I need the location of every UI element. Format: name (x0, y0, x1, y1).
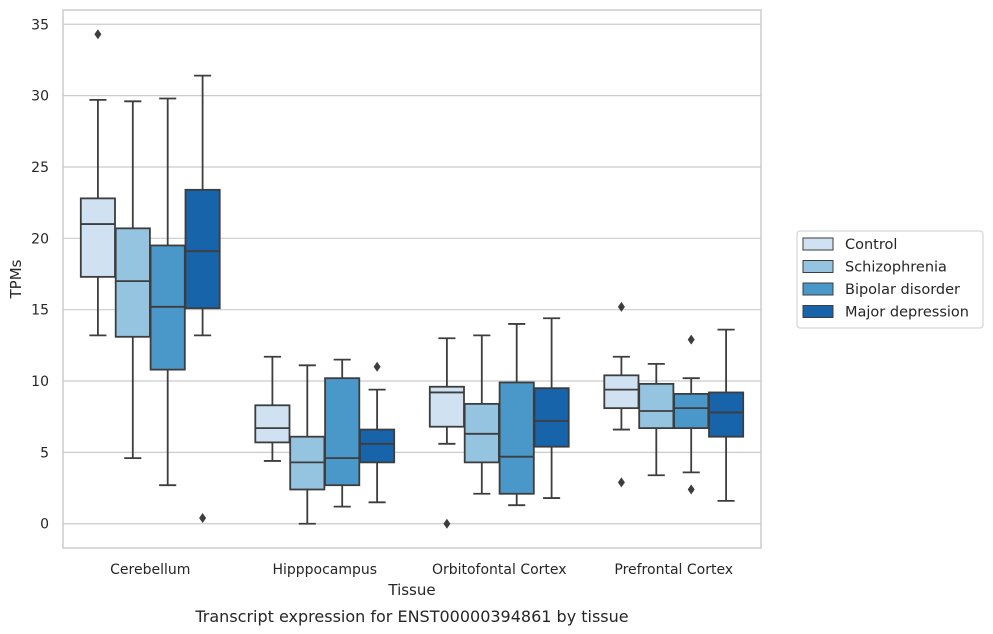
box-schizophrenia (289, 364, 326, 525)
box-iqr (533, 387, 570, 448)
y-tick-label: 5 (40, 445, 49, 461)
outlier-point (443, 518, 451, 529)
y-axis-label: TPMs (7, 259, 25, 299)
y-tick-labels: 0 5 10 15 20 25 30 35 (31, 17, 49, 532)
box-iqr (184, 188, 221, 310)
x-axis-label: Tissue (387, 581, 435, 599)
y-tick-label: 15 (31, 303, 49, 319)
y-tick-label: 20 (31, 231, 49, 247)
box-major-depression (708, 328, 745, 502)
outlier-point (617, 301, 625, 312)
box-control (254, 355, 291, 462)
box-iqr (324, 377, 361, 487)
box-major-depression (184, 74, 221, 524)
box-control (79, 29, 116, 337)
box-schizophrenia (638, 363, 675, 477)
x-tick-label: Prefrontal Cortex (614, 562, 733, 578)
box-control (428, 337, 465, 529)
y-tick-label: 35 (31, 17, 49, 33)
box-iqr (114, 227, 151, 338)
x-tick-label: Hipppocampus (272, 562, 377, 578)
box-iqr (638, 382, 675, 430)
box-iqr (708, 391, 745, 438)
box-bipolar-disorder (149, 97, 186, 487)
x-tick-label: Cerebellum (110, 562, 190, 578)
outlier-point (687, 334, 695, 345)
legend-swatch (802, 305, 834, 318)
legend-label: Bipolar disorder (845, 282, 960, 298)
legend-swatch (802, 260, 834, 273)
x-tick-labels: Cerebellum Hipppocampus Orbitofontal Corte… (110, 562, 733, 578)
outlier-point (373, 361, 381, 372)
outlier-point (687, 484, 695, 495)
legend-label: Schizophrenia (845, 260, 947, 276)
outlier-point (94, 29, 102, 40)
outlier-point (617, 477, 625, 488)
box-schizophrenia (463, 334, 500, 495)
legend-label: Major depression (845, 305, 969, 321)
box-major-depression (533, 317, 570, 499)
box-bipolar-disorder (673, 334, 710, 495)
box-iqr (673, 392, 710, 430)
box-bipolar-disorder (324, 358, 361, 508)
x-tick-label: Orbitofontal Cortex (432, 562, 567, 578)
legend-frame (796, 230, 984, 329)
box-bipolar-disorder (498, 323, 535, 507)
y-tick-label: 30 (31, 89, 49, 105)
box-iqr (254, 404, 291, 444)
outlier-point (199, 513, 207, 524)
box-schizophrenia (114, 100, 151, 459)
chart-caption: Transcript expression for ENST0000039486… (194, 607, 628, 626)
legend-label: Control (845, 237, 897, 253)
y-tick-label: 10 (31, 374, 49, 390)
y-tick-label: 25 (31, 160, 49, 176)
box-iqr (359, 428, 396, 464)
plot-area-frame (62, 9, 762, 549)
box-iqr (603, 374, 640, 410)
box-iqr (498, 381, 535, 495)
box-major-depression (359, 361, 396, 504)
box-control (603, 301, 640, 488)
legend-swatch (802, 237, 834, 251)
y-tick-label: 0 (40, 517, 49, 533)
box-iqr (79, 197, 116, 278)
legend: Control Schizophrenia Bipolar disorder Majo… (796, 230, 984, 329)
legend-swatch (802, 282, 834, 296)
box-series-group (79, 29, 745, 529)
